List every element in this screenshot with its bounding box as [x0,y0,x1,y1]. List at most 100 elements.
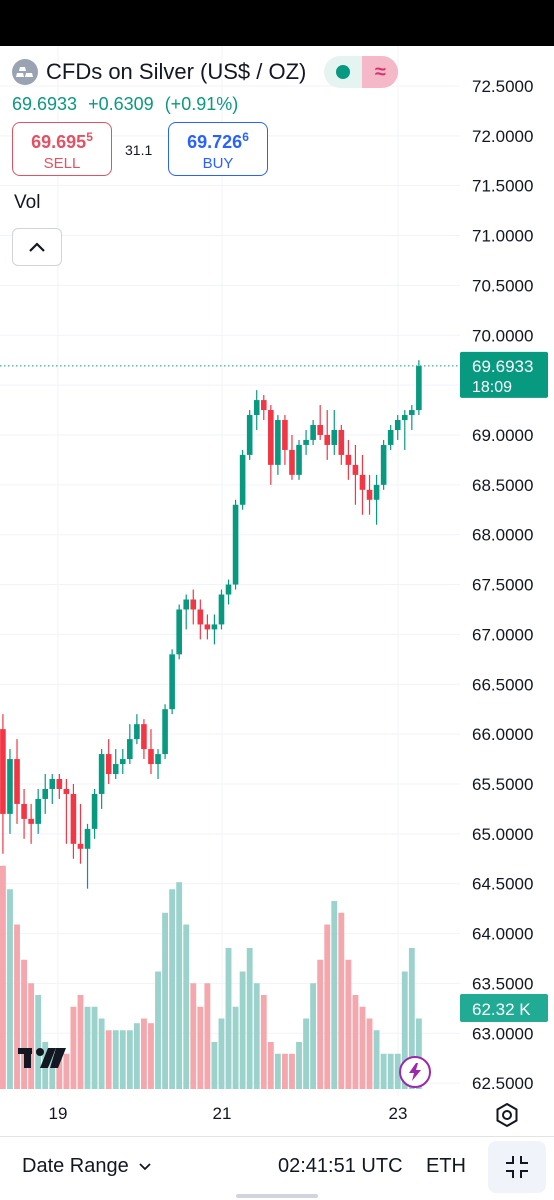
market-status-pill[interactable]: ≈ [324,56,399,88]
candle-body [366,489,373,500]
candle-body [7,759,13,814]
x-tick-label: 23 [388,1104,408,1123]
last-price: 69.6933 [12,94,78,114]
volume-bar [77,995,84,1089]
volume-bar [56,1053,63,1089]
candle-body [218,594,225,625]
symbol-title[interactable]: CFDs on Silver (US$ / OZ) [46,59,307,84]
buy-price: 69.7266 [187,130,249,152]
time-axis[interactable]: 19 21 23 [0,1096,554,1132]
candle-body [119,759,126,765]
candle-body [42,788,49,799]
x-tick-label: 19 [48,1104,68,1123]
candle-body [387,429,394,445]
volume-bar [260,995,267,1089]
countdown-label: 18:09 [472,379,512,396]
symbol-header[interactable]: CFDs on Silver (US$ / OZ) ≈ [12,56,399,88]
volume-bar [218,1018,225,1089]
volume-bar [282,1053,288,1089]
market-open-dot-icon [324,56,362,88]
y-tick-label: 72.5000 [472,77,533,96]
candle-body [401,415,408,421]
exit-fullscreen-icon [506,1156,528,1178]
y-tick-label: 69.0000 [472,426,533,445]
y-tick-label: 65.0000 [472,825,533,844]
volume-bar [274,1053,281,1089]
candle-body [239,454,246,505]
volume-bar [331,901,338,1089]
candle-body [380,444,387,485]
candle-body [246,415,253,455]
volume-bar [84,1006,91,1089]
volume-bar [239,971,246,1089]
sell-price: 69.6955 [31,130,93,152]
volume-bar [63,1053,70,1089]
candle-body [35,798,41,824]
quote-line: 69.6933 +0.6309 (+0.91%) [12,94,244,115]
utc-clock[interactable]: 02:41:51 UTC [278,1155,403,1177]
candle-body [70,793,77,844]
volume-bar [338,912,345,1089]
volume-bar [28,983,35,1089]
candle-body [282,420,288,450]
volume-bar [303,1018,309,1089]
volume-bar [310,983,317,1089]
buy-label: BUY [202,155,234,172]
volume-bar [225,948,232,1089]
volume-indicator-label[interactable]: Vol [14,192,41,213]
volume-bar [91,1006,98,1089]
volume-bar [0,865,6,1089]
candle-body [303,439,309,445]
chart-settings-button[interactable] [494,1102,520,1128]
candle-body [190,599,197,610]
spread-value: 31.1 [125,142,153,158]
y-tick-label: 67.0000 [472,625,533,644]
volume-bar [373,1030,380,1089]
candle-body [373,484,380,500]
chevron-down-icon [139,1162,151,1170]
session-selector[interactable]: ETH [426,1155,466,1177]
candle-body [148,749,154,765]
volume-bar [7,889,13,1089]
candle-body [21,803,27,819]
collapse-legend-button[interactable] [12,228,62,266]
candle-body [28,818,34,824]
status-bar [0,0,554,46]
candle-body [162,709,168,755]
candle-body [416,366,422,411]
volume-bar [366,1018,373,1089]
y-tick-label: 70.0000 [472,326,533,345]
candle-body [268,410,274,465]
volume-bar [105,1030,112,1089]
fullscreen-button[interactable] [488,1141,546,1193]
tradingview-logo-icon[interactable] [18,1046,66,1075]
y-tick-label: 70.5000 [472,276,533,295]
price-change-percent: (+0.91%) [164,94,239,114]
lightning-bolt-icon [409,1063,421,1081]
lightning-button[interactable] [399,1056,431,1088]
volume-value-label: 62.32 K [472,1000,531,1019]
candle-body [14,759,20,804]
candle-body [338,429,345,455]
candlestick-chart[interactable]: 72.5000 72.0000 71.5000 71.0000 70.5000 70.00… [0,46,554,1096]
date-range-button[interactable]: Date Range [22,1155,151,1178]
gear-icon [496,1102,518,1128]
volume-bar [387,1053,394,1089]
sell-button[interactable]: 69.6955 SELL [12,122,112,176]
volume-bar [204,983,211,1089]
volume-bar [394,1053,401,1089]
candle-body [63,788,70,794]
candle-body [155,754,161,765]
buy-button[interactable]: 69.7266 BUY [168,122,268,176]
candle-body [197,609,204,625]
volume-bar [352,995,359,1089]
candle-body [324,434,331,445]
last-price-badge [460,351,548,398]
candle-body [77,843,84,849]
candle-body [176,609,182,655]
sell-label: SELL [43,155,81,172]
volume-bar [49,1053,56,1089]
volume-bar [183,924,190,1089]
y-tick-label: 66.5000 [472,675,533,694]
y-tick-label: 67.5000 [472,576,533,595]
